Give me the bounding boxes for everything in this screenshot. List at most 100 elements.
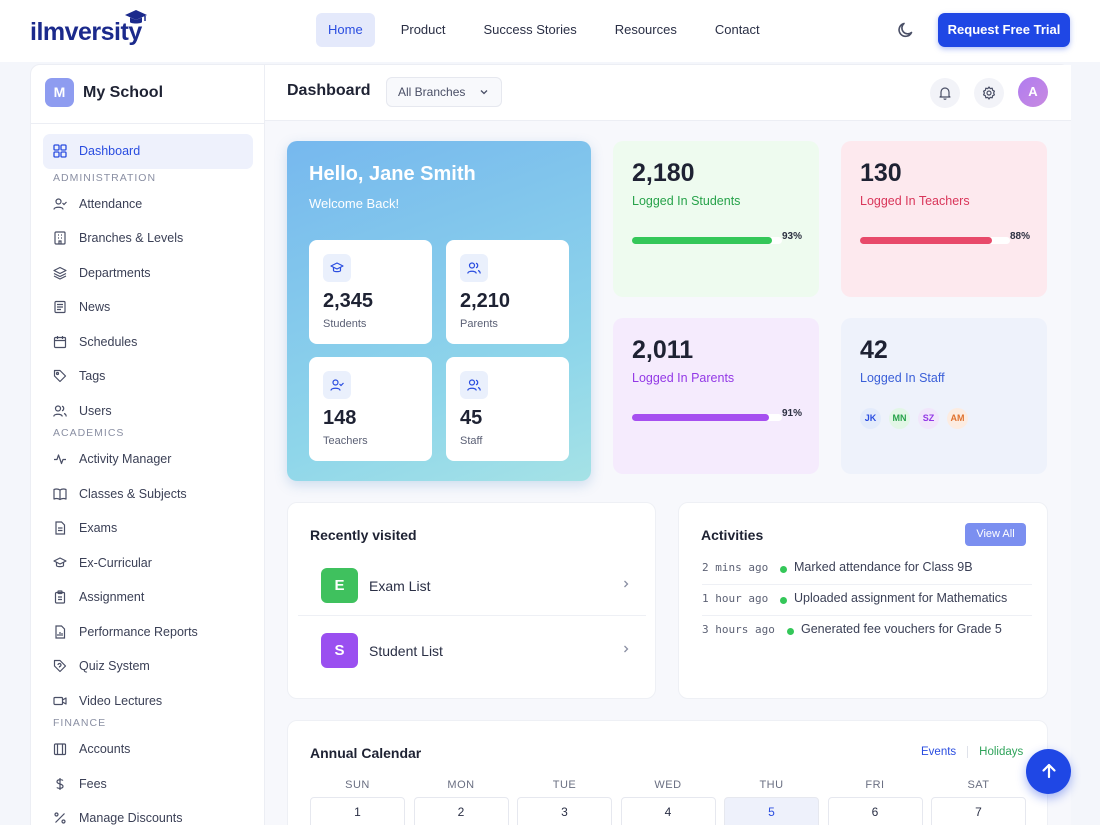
tile-label: Staff	[460, 435, 483, 447]
chevron-right-icon	[624, 580, 629, 588]
logo[interactable]: ilmversity	[30, 10, 147, 47]
calendar-day[interactable]: 7	[931, 797, 1026, 825]
staff-avatar-chip[interactable]: SZ	[918, 408, 939, 429]
teachers-tile[interactable]: 148 Teachers	[309, 357, 432, 461]
clipboard-icon	[54, 590, 66, 604]
recently-visited-title: Recently visited	[310, 527, 417, 543]
page-title: Dashboard	[287, 82, 371, 99]
sidebar-item-accounts[interactable]: Accounts	[43, 732, 253, 767]
sidebar-item-fees[interactable]: Fees	[43, 767, 253, 802]
sidebar-item-dashboard[interactable]: Dashboard	[43, 134, 253, 169]
progress-fill	[632, 414, 769, 421]
recent-item-exam-list[interactable]: E Exam List	[298, 552, 646, 616]
students-tile[interactable]: 2,345 Students	[309, 240, 432, 344]
main-content: Dashboard All Branches A Hello, Jane Smi…	[265, 65, 1071, 825]
calendar-icon	[53, 335, 67, 348]
sidebar-item-video-lectures[interactable]: Video Lectures	[43, 684, 253, 719]
gear-icon	[983, 86, 995, 100]
sidebar-item-activity-manager[interactable]: Activity Manager	[43, 442, 253, 477]
progress-percent: 91%	[782, 408, 803, 419]
calendar-day[interactable]: 6	[827, 797, 923, 825]
tile-value: 148	[323, 407, 357, 429]
sidebar-item-label: Dashboard	[79, 144, 141, 159]
sidebar-item-departments[interactable]: Departments	[43, 256, 253, 291]
weekday-header: FRI	[865, 779, 885, 791]
sidebar-menu: Dashboard ADMINISTRATION Attendance Bran…	[43, 134, 253, 825]
calendar-day[interactable]: 5	[724, 797, 819, 825]
logged-in-parents-card: 2,011 Logged In Parents 91%	[613, 318, 819, 474]
staff-avatar-chip[interactable]: AM	[947, 408, 968, 429]
tile-label: Teachers	[323, 435, 368, 447]
nav-product[interactable]: Product	[400, 22, 446, 37]
content-header: Dashboard All Branches A	[265, 65, 1071, 121]
sidebar-item-performance-reports[interactable]: Performance Reports	[43, 615, 253, 650]
tab-holidays[interactable]: Holidays	[979, 746, 1024, 758]
top-navigation: ilmversity Home Product Success Stories …	[0, 0, 1100, 62]
calendar-day[interactable]: 2	[413, 797, 509, 825]
arrow-up-icon	[1042, 763, 1056, 779]
recent-item-name: Exam List	[369, 578, 431, 594]
activity-pulse-icon	[54, 454, 66, 465]
staff-tile[interactable]: 45 Staff	[446, 357, 569, 461]
sidebar-item-manage-discounts[interactable]: Manage Discounts	[43, 801, 253, 825]
request-free-trial-button[interactable]: Request Free Trial	[938, 13, 1070, 47]
branch-select-value: All Branches	[398, 85, 466, 99]
settings-button[interactable]	[974, 78, 1004, 108]
sidebar-item-label: Assignment	[79, 590, 145, 605]
activity-item: 2 mins ago Marked attendance for Class 9…	[702, 554, 1032, 585]
nav-resources[interactable]: Resources	[614, 22, 677, 37]
video-camera-icon	[53, 696, 67, 705]
calendar-day[interactable]: 3	[517, 797, 612, 825]
nav-home[interactable]: Home	[316, 13, 375, 47]
branch-select[interactable]: All Branches	[386, 77, 502, 107]
sidebar-item-tags[interactable]: Tags	[43, 359, 253, 394]
activity-text: Marked attendance for Class 9B	[794, 560, 973, 574]
sidebar: M My School Dashboard ADMINISTRATION Att…	[31, 65, 265, 825]
graduation-cap-icon	[53, 557, 67, 567]
sidebar-item-label: Fees	[79, 776, 107, 791]
calendar-day[interactable]: 4	[620, 797, 716, 825]
sidebar-item-assignment[interactable]: Assignment	[43, 580, 253, 615]
user-avatar[interactable]: A	[1018, 77, 1048, 107]
percent-icon	[54, 812, 66, 824]
nav-success-stories[interactable]: Success Stories	[483, 22, 577, 37]
sidebar-item-branches[interactable]: Branches & Levels	[43, 221, 253, 256]
sidebar-item-label: Users	[79, 403, 112, 418]
activities-title: Activities	[701, 527, 764, 543]
sidebar-item-news[interactable]: News	[43, 290, 253, 325]
sidebar-item-classes-subjects[interactable]: Classes & Subjects	[43, 477, 253, 512]
parents-tile[interactable]: 2,210 Parents	[446, 240, 569, 344]
nav-contact[interactable]: Contact	[714, 22, 760, 37]
tab-events[interactable]: Events	[921, 746, 969, 758]
sidebar-item-users[interactable]: Users	[43, 394, 253, 429]
staff-avatar-chip[interactable]: MN	[889, 408, 910, 429]
sidebar-item-attendance[interactable]: Attendance	[43, 187, 253, 222]
building-icon	[54, 231, 66, 245]
school-switcher[interactable]: M My School	[45, 78, 163, 107]
view-all-button[interactable]: View All	[965, 523, 1026, 546]
weekday-header: THU	[759, 779, 784, 791]
logged-in-staff-card: 42 Logged In Staff JK MN SZ AM	[841, 318, 1047, 474]
calendar-day[interactable]: 1	[310, 797, 405, 825]
tile-icon-box	[323, 254, 351, 282]
sidebar-item-schedules[interactable]: Schedules	[43, 325, 253, 360]
section-administration: ADMINISTRATION	[53, 171, 157, 184]
dollar-icon	[56, 777, 64, 790]
sidebar-item-label: Exams	[79, 521, 118, 536]
sidebar-item-label: Manage Discounts	[79, 811, 183, 825]
welcome-card: Hello, Jane Smith Welcome Back! 2,345 St…	[287, 141, 591, 481]
sidebar-item-quiz-system[interactable]: Quiz System	[43, 649, 253, 684]
logged-in-teachers-card: 130 Logged In Teachers 88%	[841, 141, 1047, 297]
dark-mode-moon-icon[interactable]	[896, 20, 916, 40]
sidebar-item-ex-curricular[interactable]: Ex-Curricular	[43, 546, 253, 581]
section-academics: ACADEMICS	[53, 427, 125, 439]
notifications-button[interactable]	[930, 78, 960, 108]
scroll-to-top-button[interactable]	[1026, 749, 1071, 794]
sidebar-item-exams[interactable]: Exams	[43, 511, 253, 546]
stat-label: Logged In Staff	[860, 371, 945, 385]
staff-avatar-chip[interactable]: JK	[860, 408, 881, 429]
calendar-tabs: Events Holidays	[921, 746, 1023, 758]
recent-item-student-list[interactable]: S Student List	[298, 617, 646, 681]
tile-icon-box	[460, 254, 488, 282]
newspaper-icon	[54, 301, 66, 314]
